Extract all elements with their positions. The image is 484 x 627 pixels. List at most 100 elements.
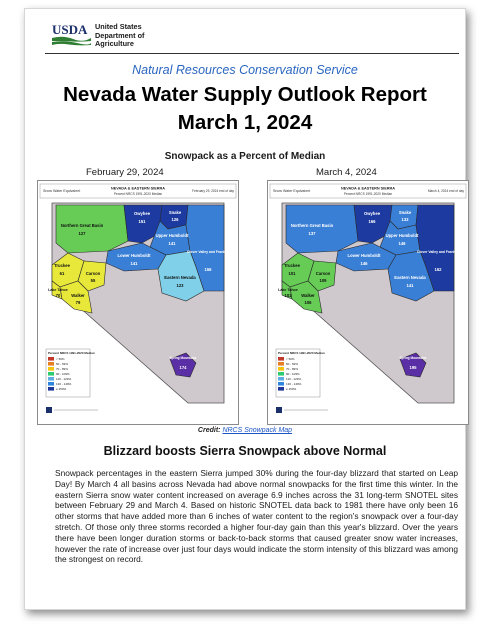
legend-label: ≥ 150% (56, 387, 66, 391)
basin-value: 141 (169, 241, 177, 246)
legend-swatch (48, 387, 54, 391)
basin-value: 101 (285, 293, 293, 298)
legend-swatch (278, 382, 284, 386)
map-credit: Credit: NRCS Snowpack Map (25, 427, 465, 434)
basin-label: Walker (301, 293, 315, 298)
legend-title: Percent NRCS 1991-2020 Median (278, 351, 325, 355)
map-usda-mark (46, 407, 52, 413)
legend-label: < 50% (56, 357, 65, 361)
legend-swatch (278, 357, 284, 361)
usda-logo: USDA (52, 22, 91, 46)
basin-value: 61 (60, 271, 65, 276)
basin-label: Truckee (284, 263, 301, 268)
map-header-left: Snow Water Equivalent (43, 189, 80, 193)
basin-eastern-nevada (157, 250, 205, 302)
legend-swatch (48, 382, 54, 386)
basin-value: 141 (407, 283, 415, 288)
legend-label: 70 - 89% (56, 367, 68, 371)
basin-label: Snake (399, 210, 412, 215)
basin-label: Owyhee (134, 211, 151, 216)
legend-label: < 50% (286, 357, 295, 361)
basin-value: 127 (79, 231, 87, 236)
legend-swatch (278, 372, 284, 376)
basin-label: Spring Mountains (170, 356, 197, 360)
usda-logo-text: USDA (52, 22, 88, 37)
basin-value: 146 (361, 261, 369, 266)
basin-value: 101 (289, 271, 297, 276)
basin-label: Lake Tahoe (48, 288, 68, 292)
legend-label: 130 - 149% (286, 382, 302, 386)
basin-value: 133 (402, 217, 410, 222)
basin-value: 162 (435, 267, 443, 272)
basin-northern-great-basin (285, 204, 359, 254)
basin-spring-mountains (169, 352, 197, 378)
department-line: United States (95, 22, 142, 31)
basin-label: Spring Mountains (400, 356, 427, 360)
map-date-right: March 4, 2024 (316, 167, 377, 178)
report-title: Nevada Water Supply Outlook Report March… (25, 81, 465, 137)
basin-label: Owyhee (364, 211, 381, 216)
map-header-left: Snow Water Equivalent (273, 189, 310, 193)
basin-value: 126 (172, 217, 180, 222)
map-legend: Percent NRCS 1991-2020 Median < 50% 50 -… (45, 348, 95, 398)
map-header-subtitle: Percent NRCS 1991-2020 Median (344, 192, 393, 196)
basin-value: 55 (91, 278, 96, 283)
legend-label: 70 - 89% (286, 367, 298, 371)
basin-label: Northern Great Basin (291, 223, 334, 228)
basin-value: 195 (410, 365, 418, 370)
basin-value: 141 (131, 261, 139, 266)
department-line: Agriculture (95, 39, 134, 48)
basin-value: 109 (320, 278, 328, 283)
snowpack-map-mar4: Snow Water Equivalent NEVADA & EASTERN S… (267, 180, 469, 425)
basin-label: Eastern Nevada (394, 275, 426, 280)
map-header-right: February 29, 2024 end of day (192, 189, 234, 193)
map-legend: Percent NRCS 1991-2020 Median < 50% 50 -… (275, 348, 325, 398)
basin-walker (289, 280, 323, 314)
usda-logo-swoosh (52, 36, 91, 42)
basin-label: Walker (71, 293, 85, 298)
basin-label: Northern Great Basin (61, 223, 104, 228)
legend-label: 110 - 129% (56, 377, 71, 381)
article-heading: Blizzard boosts Sierra Snowpack above No… (103, 444, 387, 458)
basin-value: 106 (305, 300, 313, 305)
snowpack-map-link[interactable]: NRCS Snowpack Map (222, 427, 293, 434)
basin-label: Eastern Nevada (164, 275, 196, 280)
legend-swatch (48, 367, 54, 371)
basin-owyhee (353, 204, 393, 244)
basin-label: Lower Humboldt (347, 253, 381, 258)
basin-label: Clover Valley and Franklin (417, 250, 459, 254)
map-date-left: February 29, 2024 (86, 167, 164, 178)
legend-label: 90 - 109% (286, 372, 300, 376)
basin-label: Upper Humboldt (156, 233, 189, 238)
maps-heading: Snowpack as a Percent of Median (164, 151, 326, 162)
basin-label: Lake Tahoe (278, 288, 298, 292)
map-header-right: March 4, 2024 end of day (428, 189, 465, 193)
map-usda-mark (276, 407, 282, 413)
basin-value: 137 (309, 231, 317, 236)
basin-value: 146 (399, 241, 407, 246)
basin-value: 166 (369, 219, 377, 224)
basin-northern-great-basin (55, 204, 129, 254)
legend-label: 110 - 129% (286, 377, 301, 381)
basin-value: 123 (177, 283, 185, 288)
legend-swatch (48, 377, 54, 381)
legend-label: 50 - 69% (56, 362, 68, 366)
basin-label: Truckee (54, 263, 71, 268)
header-divider (45, 53, 459, 54)
credit-label: Credit: (197, 427, 221, 434)
legend-label: ≥ 150% (286, 387, 296, 391)
legend-swatch (278, 387, 284, 391)
basin-label: Carson (316, 271, 331, 276)
basin-value: 151 (139, 219, 147, 224)
basin-walker (59, 280, 93, 314)
map-header-title: NEVADA & EASTERN SIERRA (111, 187, 165, 191)
basin-value: 156 (205, 267, 213, 272)
legend-label: 50 - 69% (286, 362, 298, 366)
basin-value: 174 (180, 365, 188, 370)
department-line: Department of (95, 30, 145, 40)
report-title-line: Nevada Water Supply Outlook Report (63, 83, 427, 106)
article-body: Snowpack percentages in the eastern Sier… (55, 468, 458, 565)
basin-eastern-nevada (387, 250, 435, 302)
legend-swatch (278, 367, 284, 371)
basin-value: 70 (56, 293, 61, 298)
